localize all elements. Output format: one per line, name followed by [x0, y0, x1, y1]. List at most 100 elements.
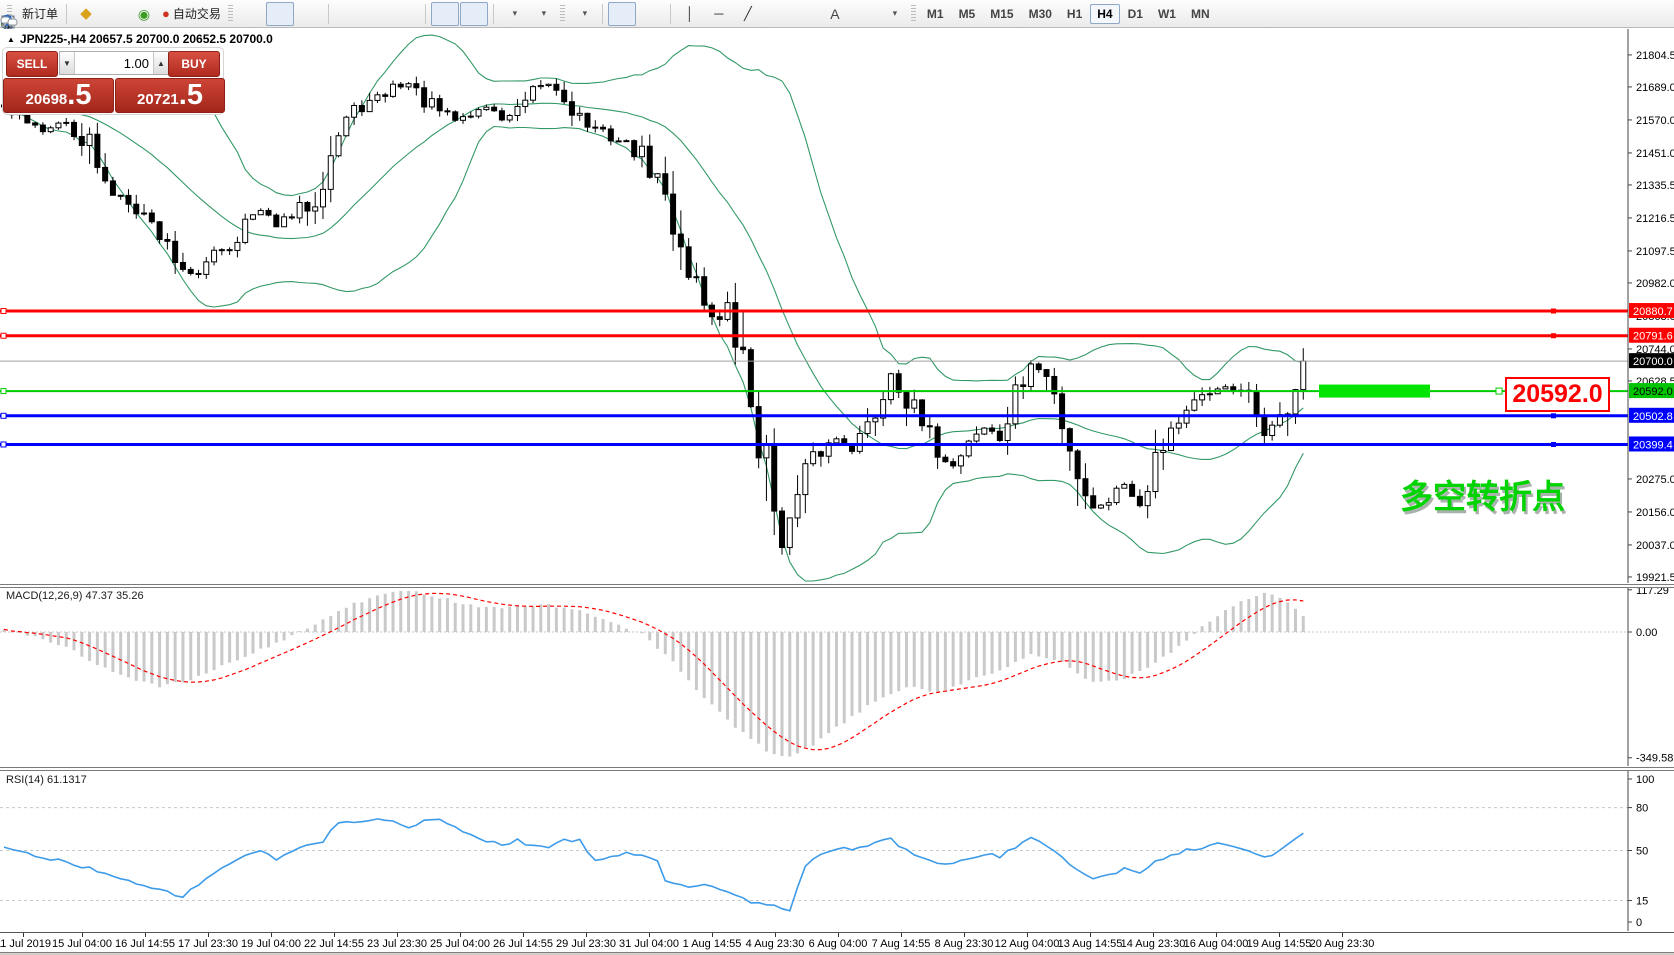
time-tick-label: 16 Jul 14:55 — [115, 938, 175, 950]
line-handle[interactable] — [0, 412, 7, 419]
price-badge-label: 20791.6 — [1633, 331, 1673, 343]
time-tick — [1216, 933, 1217, 937]
timeframe-h4[interactable]: H4 — [1090, 3, 1120, 24]
volume-decrease-button[interactable]: ▼ — [60, 52, 75, 74]
rsi-line — [3, 818, 1304, 912]
horizontal-line-icon: ─ — [714, 6, 724, 21]
rsi-tick-label: 80 — [1636, 803, 1648, 815]
bollinger-upper-band — [3, 34, 1304, 382]
timeframe-mn[interactable]: MN — [1190, 6, 1210, 21]
time-tick-label: 19 Aug 14:55 — [1246, 938, 1312, 950]
new-order-label: 新订单 — [22, 7, 59, 21]
collapse-panel-icon[interactable]: ▲ — [7, 34, 15, 44]
timeframe-m1[interactable]: M1 — [926, 6, 944, 21]
time-tick-label: 29 Jul 23:30 — [556, 938, 616, 950]
panel-separator[interactable] — [0, 767, 1674, 771]
bollinger-middle-band — [3, 98, 1304, 460]
sell-button[interactable]: SELL — [6, 51, 58, 77]
zoom-out-button[interactable] — [1, 2, 391, 28]
sell-price-frac: .5 — [67, 79, 92, 111]
price-badge-label: 20700.0 — [1633, 356, 1673, 368]
indicators-button[interactable]: ▾ — [1, 2, 527, 28]
cursor-button[interactable] — [4, 1, 636, 28]
macd-panel[interactable]: 117.29 0.00 -349.58 — [0, 588, 1674, 766]
bar-chart-button[interactable] — [2, 2, 265, 27]
templates-button[interactable]: ▾ — [1, 2, 597, 27]
price-badge — [1629, 436, 1674, 452]
price-badge — [1629, 327, 1674, 343]
arrows-button[interactable]: ▾ — [3, 2, 907, 27]
terminal-button[interactable] — [1, 2, 129, 28]
line-handle[interactable] — [1551, 441, 1556, 447]
autotrade-button[interactable]: ● 自动交易 — [159, 2, 224, 26]
tile-windows-button[interactable] — [2, 2, 420, 27]
highlight-rectangle-object[interactable] — [1319, 384, 1430, 398]
time-tick — [145, 933, 146, 937]
auto-scroll-button[interactable] — [2, 1, 459, 27]
timeframe-m30[interactable]: M30 — [1028, 6, 1052, 21]
rsi-tick-label: 0 — [1636, 917, 1642, 929]
equidistant-channel-button[interactable]: E — [1, 2, 791, 30]
dropdown-icon: ▾ — [892, 8, 898, 18]
volume-input[interactable] — [75, 54, 153, 72]
price-tick-label: 21097.5 — [1636, 246, 1674, 258]
dropdown-icon: ▾ — [541, 8, 547, 18]
macd-tick-label: 0.00 — [1636, 627, 1657, 639]
buy-price-display[interactable]: 20721.5 — [115, 78, 225, 113]
text-label-button[interactable]: T — [1, 2, 878, 27]
price-badge-label: 20592.0 — [1633, 386, 1673, 398]
search-button[interactable] — [1, 2, 1641, 28]
panel-separator[interactable] — [0, 584, 1674, 588]
vertical-line-button[interactable]: │ — [676, 2, 704, 26]
toolbar-grip[interactable] — [227, 4, 233, 23]
line-handle[interactable] — [0, 332, 7, 339]
time-tick — [838, 933, 839, 937]
chat-button[interactable] — [0, 2, 1670, 29]
toolbar-grip[interactable] — [559, 4, 565, 23]
zoom-in-button[interactable] — [1, 2, 362, 28]
text-button[interactable]: A — [821, 2, 849, 26]
fibonacci-button[interactable]: F — [2, 2, 820, 30]
line-handle[interactable] — [0, 308, 7, 315]
time-tick-label: 6 Aug 04:00 — [808, 938, 868, 950]
time-tick-label: 17 Jul 23:30 — [178, 938, 238, 950]
price-badge-label: 20880.7 — [1633, 306, 1673, 318]
timeframe-d1[interactable]: D1 — [1127, 6, 1143, 21]
macd-label: MACD(12,26,9) 47.37 35.26 — [6, 590, 144, 602]
line-handle[interactable] — [1495, 387, 1503, 395]
line-handle[interactable] — [0, 388, 7, 395]
line-handle[interactable] — [0, 441, 7, 448]
toolbar: 新订单 ◆ ◉ ● 自动交易 ▾ ▾ ▾ │ ─ ╱ E F A — [0, 0, 1674, 30]
timeframe-w1[interactable]: W1 — [1157, 6, 1176, 21]
candlestick-chart-button[interactable] — [2, 1, 294, 29]
buy-button[interactable]: BUY — [168, 51, 220, 77]
toolbar-grip[interactable] — [910, 4, 916, 23]
time-tick — [775, 933, 776, 937]
navigator-button[interactable]: ◆ — [72, 2, 100, 26]
time-tick-label: 31 Jul 04:00 — [619, 938, 679, 950]
crosshair-button[interactable] — [1, 2, 665, 29]
timeframe-h1[interactable]: H1 — [1066, 6, 1083, 21]
price-tick-label: 20275.0 — [1636, 474, 1674, 486]
line-handle[interactable] — [1551, 413, 1556, 419]
periods-button[interactable]: ▾ — [1, 2, 556, 29]
macd-tick-label: 117.29 — [1636, 588, 1669, 597]
volume-increase-button[interactable]: ▲ — [153, 52, 168, 74]
rsi-panel[interactable]: 100 80 50 15 0 — [0, 771, 1674, 931]
chart-shift-button[interactable] — [2, 1, 488, 27]
line-handle[interactable] — [1551, 308, 1556, 314]
line-handle[interactable] — [1551, 333, 1556, 339]
time-axis[interactable]: 11 Jul 2019 15 Jul 04:00 16 Jul 14:55 17 Ju… — [0, 932, 1674, 952]
sell-price-display[interactable]: 20698.5 — [3, 78, 114, 113]
horizontal-line-button[interactable]: ─ — [705, 2, 733, 26]
toolbar-grip[interactable] — [7, 4, 12, 23]
buy-price-main: 20721 — [137, 91, 179, 108]
main-chart[interactable]: 21804.5 21689.0 21570.0 21451.0 21335.5 21216… — [0, 29, 1674, 583]
trendline-button[interactable]: ╱ — [734, 2, 762, 26]
timeframe-m5[interactable]: M5 — [958, 6, 976, 21]
market-watch-button[interactable]: ◉ — [130, 2, 158, 26]
timeframe-m15[interactable]: M15 — [990, 6, 1014, 21]
line-chart-button[interactable] — [1, 2, 323, 26]
new-order-button[interactable]: 新订单 — [1, 2, 61, 28]
